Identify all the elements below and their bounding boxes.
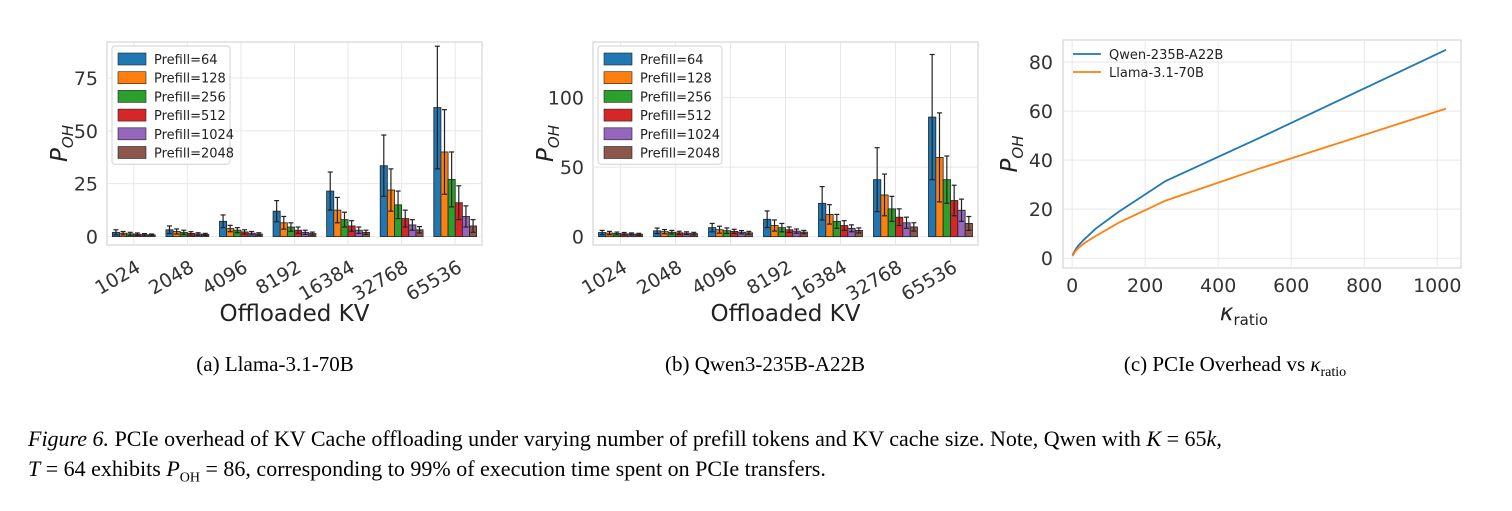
series-line xyxy=(1071,48,1447,256)
caption-var-p-sub: OH xyxy=(179,470,201,486)
y-tick-label: 80 xyxy=(1029,52,1053,74)
legend-label: Prefill=1024 xyxy=(640,128,720,143)
y-tick-label: 50 xyxy=(560,157,584,179)
y-tick-label: 50 xyxy=(74,121,98,143)
x-axis-label: Offloaded KV xyxy=(711,301,861,327)
caption-var-k-small: k xyxy=(1206,426,1217,451)
legend-label: Qwen-235B-A22B xyxy=(1109,48,1223,63)
x-axis-label: κratio xyxy=(1220,300,1268,329)
legend-swatch xyxy=(603,146,633,159)
x-tick-label: 0 xyxy=(1066,275,1078,297)
y-tick-label: 60 xyxy=(1029,101,1053,123)
legend-label: Prefill=2048 xyxy=(154,147,234,162)
subcaption-c-sub: ratio xyxy=(1320,365,1347,381)
legend-swatch xyxy=(603,52,633,66)
x-tick-label: 32768 xyxy=(349,256,412,305)
y-tick-label: 40 xyxy=(1029,150,1053,172)
x-tick-label: 1024 xyxy=(91,256,144,299)
y-tick-label: 100 xyxy=(548,88,584,110)
x-tick-label: 8192 xyxy=(743,256,796,299)
caption-var-p: P xyxy=(166,456,180,481)
figure-caption: Figure 6. PCIe overhead of KV Cache offl… xyxy=(28,424,1498,493)
caption-var-t: T xyxy=(28,456,41,481)
y-tick-label: 75 xyxy=(74,68,98,90)
x-tick-label: 400 xyxy=(1200,275,1236,297)
legend-swatch xyxy=(117,146,147,159)
series-line xyxy=(1071,107,1447,257)
x-axis-label: Offloaded KV xyxy=(220,301,370,327)
legend-label: Prefill=128 xyxy=(154,72,226,87)
x-tick-label: 65536 xyxy=(898,256,961,305)
x-tick-label: 65536 xyxy=(402,256,465,305)
subcaption-c: (c) PCIe Overhead vs κratio xyxy=(1124,352,1346,381)
legend-label: Prefill=256 xyxy=(640,90,712,105)
y-tick-label: 0 xyxy=(572,227,584,249)
legend-label: Prefill=64 xyxy=(640,53,704,68)
legend-swatch xyxy=(603,108,633,122)
x-tick-label: 1024 xyxy=(578,256,631,299)
legend-label: Prefill=512 xyxy=(640,109,712,124)
legend-swatch xyxy=(117,52,147,66)
y-tick-label: 20 xyxy=(1029,199,1053,221)
x-tick-label: 2048 xyxy=(633,256,686,299)
caption-text-3: , xyxy=(1216,426,1222,451)
x-tick-label: 2048 xyxy=(145,256,198,299)
x-tick-label: 8192 xyxy=(252,256,305,299)
legend-swatch xyxy=(117,71,147,84)
subcaption-a: (a) Llama-3.1-70B xyxy=(196,352,354,376)
y-tick-label: 0 xyxy=(86,227,98,249)
caption-text-1: PCIe overhead of KV Cache offloading und… xyxy=(109,426,1147,451)
x-tick-label: 4096 xyxy=(199,256,252,299)
legend-swatch xyxy=(603,90,633,103)
subcaption-c-kappa: κ xyxy=(1310,352,1321,376)
x-tick-label: 1000 xyxy=(1413,275,1461,297)
x-tick-label: 32768 xyxy=(843,256,906,305)
legend-label: Prefill=128 xyxy=(640,72,712,87)
legend-label: Prefill=1024 xyxy=(154,128,234,143)
caption-text-2: = 65 xyxy=(1161,426,1207,451)
y-axis-label: POH xyxy=(997,136,1027,173)
legend-swatch xyxy=(603,71,633,84)
caption-text-4: = 64 exhibits xyxy=(40,456,167,481)
subcaption-c-text: (c) PCIe Overhead vs xyxy=(1123,352,1311,376)
legend-swatch xyxy=(117,127,147,141)
x-tick-label: 800 xyxy=(1346,275,1382,297)
x-tick-label: 16384 xyxy=(788,256,851,305)
caption-text-5: = 86, corresponding to 99% of execution … xyxy=(200,456,826,481)
y-tick-label: 25 xyxy=(74,174,98,196)
legend-label: Llama-3.1-70B xyxy=(1109,66,1204,81)
plot-frame xyxy=(1062,39,1462,269)
caption-label: Figure 6. xyxy=(28,426,110,451)
legend-label: Prefill=64 xyxy=(154,53,218,68)
caption-var-k: K xyxy=(1146,426,1162,451)
legend-label: Prefill=256 xyxy=(154,90,226,105)
x-tick-label: 600 xyxy=(1273,275,1309,297)
y-axis-label: POH xyxy=(47,125,77,162)
legend-swatch xyxy=(117,108,147,122)
legend-label: Prefill=2048 xyxy=(640,147,720,162)
legend-swatch xyxy=(117,90,147,103)
legend-swatch xyxy=(603,127,633,141)
x-tick-label: 200 xyxy=(1127,275,1163,297)
x-tick-label: 16384 xyxy=(295,256,358,305)
x-tick-label: 4096 xyxy=(688,256,741,299)
subcaption-b: (b) Qwen3-235B-A22B xyxy=(664,352,866,376)
y-axis-label: POH xyxy=(533,125,563,162)
legend-label: Prefill=512 xyxy=(154,109,226,124)
y-tick-label: 0 xyxy=(1041,248,1053,270)
